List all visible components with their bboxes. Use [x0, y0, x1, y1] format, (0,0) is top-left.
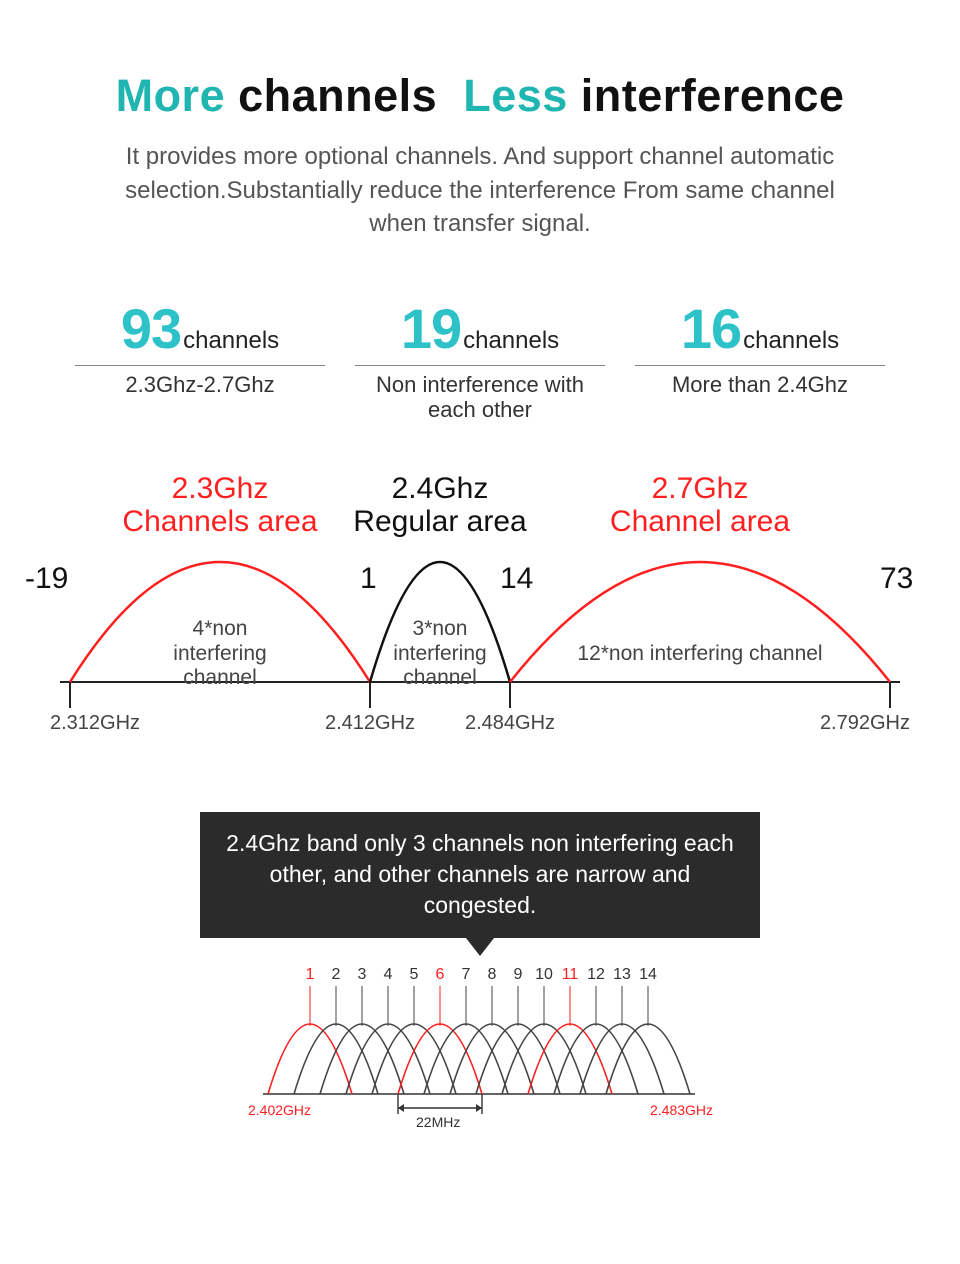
channel-diagram: 2.3GhzChannels area-1914*noninterferingc… — [40, 472, 920, 772]
arc-num-right: 14 — [500, 562, 560, 595]
page-title: More channels Less interference — [0, 70, 960, 122]
arc-num-right: 1 — [360, 562, 420, 595]
arc-num-left: -19 — [25, 562, 85, 595]
stat-num: 93 — [121, 296, 181, 361]
bandwidth-label: 22MHz — [416, 1114, 460, 1130]
wifi-24-diagram: 123456789101112131422MHz2.402GHz2.483GHz — [250, 964, 710, 1134]
title-w3: Less — [463, 70, 568, 121]
stat-sub: Non interference with each other — [355, 372, 605, 423]
stat-sub: More than 2.4Ghz — [635, 372, 885, 397]
callout-arrow-icon — [466, 938, 494, 956]
freq-left: 2.402GHz — [248, 1102, 311, 1118]
arc-heading: 2.3GhzChannels area — [100, 472, 340, 538]
title-w4: interference — [581, 70, 845, 121]
stat-sub: 2.3Ghz-2.7Ghz — [75, 372, 325, 397]
arc-inside-label: 4*noninterferingchannel — [125, 617, 315, 689]
subtitle: It provides more optional channels. And … — [110, 140, 850, 241]
arc-heading: 2.4GhzRegular area — [320, 472, 560, 538]
callout-text: 2.4Ghz band only 3 channels non interfer… — [200, 812, 760, 937]
stat-16: 16 channels More than 2.4Ghz — [635, 296, 885, 423]
arc-inside-label: 3*noninterferingchannel — [345, 617, 535, 689]
tick-label: 2.312GHz — [50, 712, 160, 735]
stat-unit: channels — [183, 327, 279, 355]
stat-unit: channels — [463, 327, 559, 355]
stat-93: 93 channels 2.3Ghz-2.7Ghz — [75, 296, 325, 423]
stat-unit: channels — [743, 327, 839, 355]
tick-label: 2.792GHz — [800, 712, 910, 735]
title-w1: More — [116, 70, 226, 121]
stat-num: 16 — [681, 296, 741, 361]
tick-label: 2.412GHz — [315, 712, 425, 735]
stat-19: 19 channels Non interference with each o… — [355, 296, 605, 423]
stat-num: 19 — [401, 296, 461, 361]
stats-row: 93 channels 2.3Ghz-2.7Ghz 19 channels No… — [0, 296, 960, 423]
tick-label: 2.484GHz — [455, 712, 565, 735]
freq-right: 2.483GHz — [650, 1102, 713, 1118]
title-w2: channels — [238, 70, 437, 121]
arc-heading: 2.7GhzChannel area — [580, 472, 820, 538]
arc-inside-label: 12*non interfering channel — [550, 642, 850, 666]
callout-box: 2.4Ghz band only 3 channels non interfer… — [200, 812, 760, 955]
arc-num-right: 73 — [880, 562, 940, 595]
